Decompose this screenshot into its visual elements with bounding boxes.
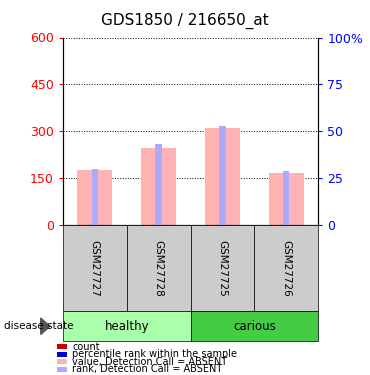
Bar: [141, 148, 176, 225]
Bar: [269, 173, 304, 225]
Bar: [155, 144, 162, 225]
Bar: [219, 126, 226, 225]
Bar: [92, 169, 98, 225]
Text: GSM27726: GSM27726: [281, 240, 291, 297]
Text: disease state: disease state: [4, 321, 73, 331]
Text: count: count: [72, 342, 100, 352]
Text: GSM27725: GSM27725: [218, 240, 228, 297]
Bar: [205, 128, 240, 225]
Text: percentile rank within the sample: percentile rank within the sample: [72, 350, 237, 359]
Text: value, Detection Call = ABSENT: value, Detection Call = ABSENT: [72, 357, 227, 367]
Text: rank, Detection Call = ABSENT: rank, Detection Call = ABSENT: [72, 364, 222, 374]
Text: GDS1850 / 216650_at: GDS1850 / 216650_at: [101, 13, 269, 29]
Bar: [283, 171, 289, 225]
Text: carious: carious: [233, 320, 276, 333]
Text: healthy: healthy: [104, 320, 149, 333]
Bar: [77, 170, 112, 225]
Text: GSM27727: GSM27727: [90, 240, 100, 297]
Text: GSM27728: GSM27728: [154, 240, 164, 297]
